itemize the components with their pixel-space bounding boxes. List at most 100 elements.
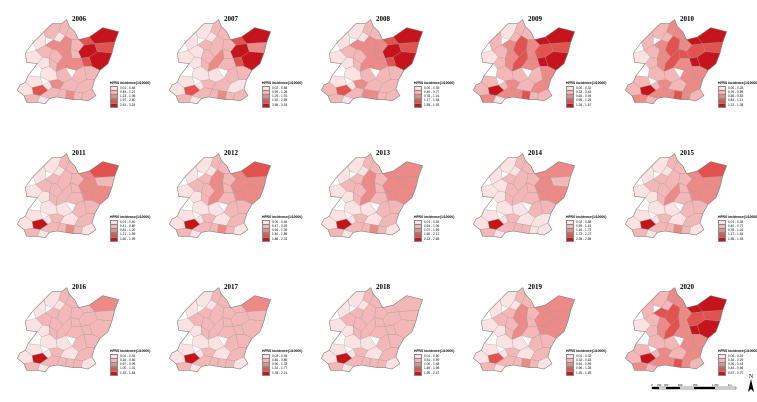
- map-region: [681, 91, 691, 100]
- legend: HFRS incidence(1/10000) 0.00 - 0.39 0.40 -…: [414, 81, 454, 108]
- legend-swatch: [566, 102, 574, 108]
- legend-range: 1.29 - 1.91: [272, 94, 288, 99]
- legend-range: 1.00 - 1.48: [424, 362, 440, 367]
- legend-range: 0.01 - 0.53: [424, 219, 440, 224]
- map-region: [94, 42, 115, 54]
- year-label: 2009: [528, 15, 542, 23]
- legend-range: 1.60 - 2.12: [424, 232, 440, 237]
- scale-label: 0: [651, 383, 653, 387]
- map-panel-2019: 2019 HFRS incidence(1/10000) 0.01 - 0.32 0.…: [458, 268, 609, 402]
- legend: HFRS incidence(1/10000) 0.01 - 0.40 0.41 -…: [110, 215, 150, 242]
- legend: HFRS incidence(1/10000) 0.00 - 0.28 0.29 -…: [718, 81, 757, 108]
- map-region: [697, 295, 727, 312]
- legend-range: 1.99 - 2.47: [424, 370, 440, 375]
- legend-range: 1.34 - 1.77: [272, 366, 288, 371]
- choropleth-map: [168, 19, 272, 104]
- legend-range: 0.54 - 1.06: [424, 224, 440, 229]
- map-outline: [320, 19, 424, 104]
- legend: HFRS incidence(1/10000) 0.02 - 0.58 0.59 -…: [262, 81, 303, 108]
- legend-range: 0.84 - 1.11: [728, 98, 744, 103]
- legend-item: 1.29 - 1.59: [566, 370, 606, 376]
- year-label: 2012: [224, 149, 238, 157]
- legend-range: 1.29 - 1.59: [576, 370, 592, 375]
- legend-range: 0.40 - 0.77: [728, 224, 744, 229]
- map-region: [65, 224, 75, 234]
- map-region: [393, 295, 423, 312]
- choropleth-map: [472, 153, 576, 238]
- legend-range: 0.01 - 0.32: [576, 353, 592, 358]
- map-panel-2018: 2018 HFRS incidence(1/10000) 0.01 - 0.50 0.…: [306, 268, 457, 402]
- choropleth-map: [624, 19, 728, 104]
- legend-item: 1.78 - 2.21: [262, 370, 302, 376]
- choropleth-map: [168, 287, 272, 372]
- map-outline: [624, 19, 728, 104]
- map-region: [697, 161, 727, 178]
- map-region: [398, 176, 419, 188]
- legend-item: 1.55 - 1.93: [414, 102, 454, 108]
- choropleth-map: [472, 287, 576, 372]
- map-region: [217, 90, 227, 100]
- legend-item: 2.56 - 3.18: [262, 102, 302, 108]
- choropleth-map: [624, 153, 728, 238]
- legend-item: 1.26 - 1.57: [566, 102, 606, 108]
- scale-label: 150: [657, 383, 662, 387]
- map-region: [89, 27, 119, 44]
- map-region: [369, 224, 379, 234]
- legend-title: HFRS incidence(1/10000): [262, 81, 303, 85]
- scale-label: 600: [678, 383, 683, 387]
- legend-range: 1.97 - 2.60: [120, 98, 136, 103]
- map-outline: [168, 153, 272, 238]
- map-region: [521, 90, 531, 100]
- legend-range: 0.67 - 0.99: [120, 362, 136, 367]
- map-region: [545, 161, 575, 178]
- choropleth-map: [168, 153, 272, 238]
- map-region: [89, 161, 119, 178]
- legend-item: 1.99 - 2.47: [414, 370, 454, 376]
- legend-range: 1.26 - 1.57: [576, 102, 592, 107]
- map-outline: [16, 153, 120, 238]
- map-panel-2008: 2008 HFRS incidence(1/10000) 0.00 - 0.39 0.…: [306, 0, 457, 134]
- legend-swatch: [110, 236, 118, 242]
- map-panel-2010: 2010 HFRS incidence(1/10000) 0.00 - 0.28 0.…: [610, 0, 757, 134]
- legend-range: 0.00 - 0.32: [576, 85, 592, 90]
- legend: HFRS incidence(1/10000) 0.01 - 0.33 0.34 -…: [110, 349, 150, 376]
- year-label: 2014: [528, 149, 542, 157]
- legend-item: 2.28 - 2.85: [566, 236, 606, 242]
- map-outline: [472, 287, 576, 372]
- legend-range: 0.03 - 0.45: [272, 353, 288, 358]
- legend-range: 0.01 - 0.33: [120, 353, 136, 358]
- map-region: [702, 310, 723, 322]
- scale-label: 300: [664, 383, 669, 387]
- scale-label: 1,200: [712, 383, 719, 387]
- legend-item: 2.13 - 2.65: [414, 236, 454, 242]
- legend-range: 2.28 - 2.85: [576, 236, 592, 241]
- map-region: [246, 176, 267, 188]
- year-label: 2019: [528, 283, 542, 291]
- year-label: 2013: [376, 149, 390, 157]
- map-outline: [320, 153, 424, 238]
- year-label: 2015: [680, 149, 694, 157]
- legend-title: HFRS incidence(1/10000): [566, 81, 607, 85]
- legend-range: 0.78 - 1.16: [728, 228, 744, 233]
- legend-range: 0.64 - 0.94: [576, 94, 592, 99]
- legend: HFRS incidence(1/10000) 0.01 - 0.32 0.33 -…: [566, 349, 606, 376]
- legend-range: 1.86 - 2.31: [272, 236, 288, 241]
- legend-item: 0.57 - 0.70: [718, 370, 757, 376]
- legend-range: 0.59 - 1.28: [272, 90, 288, 95]
- map-outline: [168, 287, 272, 372]
- legend-item: 1.86 - 2.31: [262, 236, 302, 242]
- choropleth-map: [320, 19, 424, 104]
- legend-range: 0.56 - 0.83: [728, 94, 744, 99]
- legend-range: 2.13 - 2.65: [424, 236, 440, 241]
- map-region: [545, 27, 575, 44]
- choropleth-map: [320, 153, 424, 238]
- legend-swatch: [718, 102, 726, 108]
- legend-range: 0.33 - 0.63: [576, 90, 592, 95]
- legend-swatch: [414, 236, 422, 242]
- map-outline: [472, 153, 576, 238]
- map-region: [550, 176, 571, 188]
- legend: HFRS incidence(1/10000) 0.00 - 0.46 0.47 -…: [262, 215, 302, 242]
- choropleth-map: [16, 287, 120, 372]
- legend-title: HFRS incidence(1/10000): [414, 349, 455, 353]
